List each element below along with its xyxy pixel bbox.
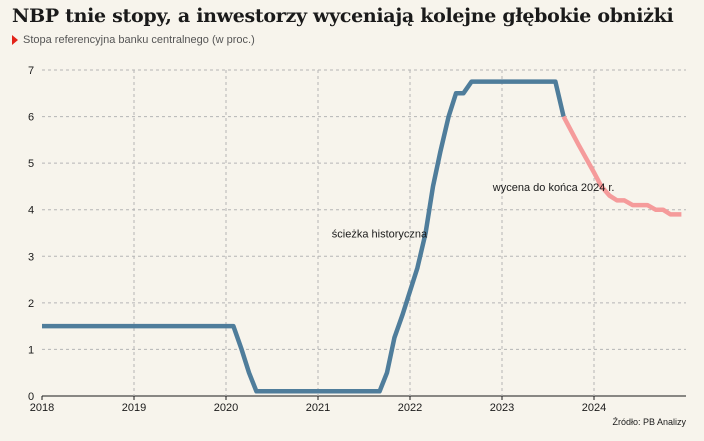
x-tick-label-2021: 2021	[306, 402, 330, 414]
y-tick-label-6: 6	[28, 112, 34, 124]
x-tick-label-2018: 2018	[30, 402, 54, 414]
y-tick-label-2: 2	[28, 298, 34, 310]
x-axis-ticks: 2018 2019 2020 2021 2022 2023 2024	[30, 402, 606, 414]
y-axis-ticks: 0 1 2 3 4 5 6 7	[28, 65, 34, 403]
source-note: Źródło: PB Analizy	[612, 417, 686, 427]
historical-series-line	[42, 79, 566, 394]
x-tick-label-2020: 2020	[214, 402, 238, 414]
y-tick-label-3: 3	[28, 251, 34, 263]
forecast-series-line	[561, 115, 682, 217]
y-tick-label-4: 4	[28, 205, 34, 217]
subtitle-text: Stopa referencyjna banku centralnego (w …	[23, 34, 255, 46]
y-tick-label-7: 7	[28, 65, 34, 77]
x-tick-label-2024: 2024	[582, 402, 606, 414]
x-tick-label-2023: 2023	[490, 402, 514, 414]
chart-title: NBP tnie stopy, a inwestorzy wyceniają k…	[12, 5, 674, 27]
grid-lines	[41, 69, 686, 400]
triangle-marker-icon	[12, 35, 18, 45]
y-tick-label-0: 0	[28, 391, 34, 403]
x-tick-label-2019: 2019	[122, 402, 146, 414]
y-tick-label-5: 5	[28, 158, 34, 170]
series-lines	[42, 79, 682, 394]
x-tick-label-2022: 2022	[398, 402, 422, 414]
annotations: ścieżka historyczna wycena do końca 2024 …	[332, 182, 615, 241]
annotation-1: wycena do końca 2024 r.	[492, 182, 615, 194]
y-tick-label-1: 1	[28, 344, 34, 356]
chart-subtitle: Stopa referencyjna banku centralnego (w …	[12, 34, 255, 46]
annotation-0: ścieżka historyczna	[332, 229, 428, 241]
